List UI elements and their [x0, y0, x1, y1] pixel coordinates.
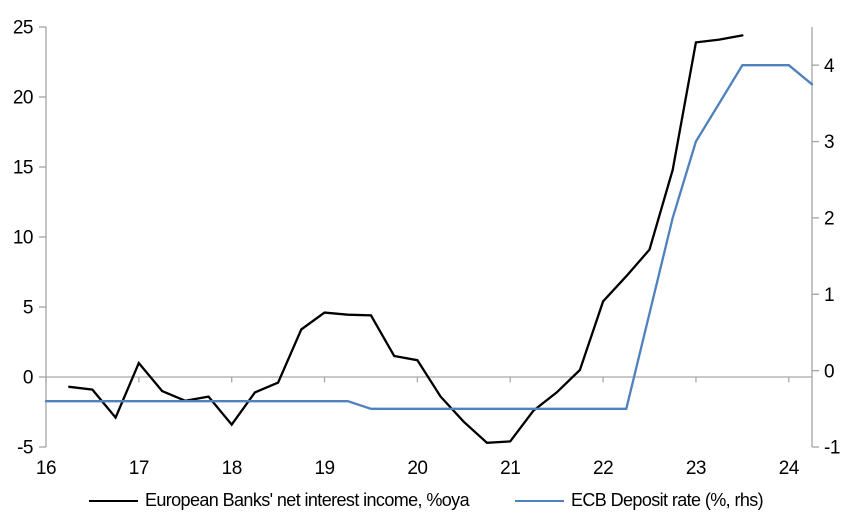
- legend-line-sample-black: [88, 499, 138, 503]
- right-axis-tick-label: 1: [824, 285, 834, 306]
- legend-line-sample-blue: [514, 499, 564, 503]
- left-axis-tick-label: 15: [13, 158, 33, 179]
- right-axis-tick-label: 2: [824, 209, 834, 230]
- x-axis-tick-label: 20: [407, 458, 427, 479]
- right-axis-tick-label: -1: [824, 438, 840, 459]
- left-axis-tick-label: 0: [23, 368, 33, 389]
- left-axis-tick-label: 25: [13, 18, 33, 39]
- legend-item-ecb-deposit-rate: ECB Deposit rate (%, rhs): [514, 490, 764, 511]
- left-axis-tick-label: 10: [13, 228, 33, 249]
- right-axis-tick-label: 0: [824, 361, 834, 382]
- x-axis-tick-label: 18: [222, 458, 242, 479]
- legend-label-ecb-deposit-rate: ECB Deposit rate (%, rhs): [570, 490, 764, 511]
- x-axis-tick-label: 16: [36, 458, 56, 479]
- x-axis-tick-label: 17: [129, 458, 149, 479]
- right-axis-tick-label: 3: [824, 132, 834, 153]
- left-axis-tick-label: 5: [23, 298, 33, 319]
- legend-label-net-interest-income: European Banks' net interest income, %oy…: [144, 490, 470, 511]
- left-axis-tick-label: -5: [17, 438, 33, 459]
- x-axis-tick-label: 19: [314, 458, 334, 479]
- x-axis-tick-label: 24: [779, 458, 800, 479]
- x-axis-tick-label: 23: [686, 458, 706, 479]
- x-axis-tick-label: 21: [500, 458, 520, 479]
- legend-item-net-interest-income: European Banks' net interest income, %oy…: [88, 490, 470, 511]
- right-axis-tick-label: 4: [824, 56, 835, 77]
- series-line-ecb-deposit-rate: [44, 64, 814, 410]
- x-axis-tick-label: 22: [593, 458, 613, 479]
- left-axis-tick-label: 20: [13, 88, 33, 109]
- chart-legend: European Banks' net interest income, %oy…: [0, 487, 852, 515]
- series-line-net-interest-income: [68, 34, 744, 444]
